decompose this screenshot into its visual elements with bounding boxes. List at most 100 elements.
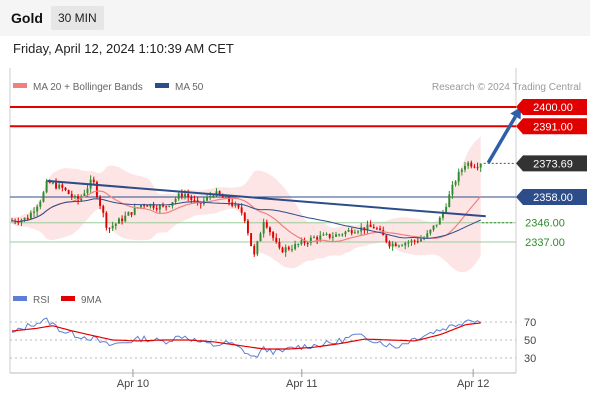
candle-body (297, 244, 300, 246)
candle-body (457, 171, 460, 182)
copyright-text: Research © 2024 Trading Central (432, 82, 581, 93)
candle-body (140, 205, 142, 208)
candle-body (268, 227, 271, 233)
candle-body (42, 192, 45, 202)
candle-body (33, 211, 35, 213)
candle-body (294, 244, 297, 250)
candle-body (410, 240, 413, 243)
candle-body (158, 205, 161, 210)
time-tick-label: Apr 10 (117, 378, 149, 390)
candle-body (366, 224, 369, 231)
rsi-legend-label: RSI (33, 295, 50, 306)
candle-body (36, 206, 39, 212)
candle-body (121, 218, 124, 222)
candle-body (473, 166, 476, 168)
candle-body (127, 212, 130, 216)
candle-body (363, 227, 366, 231)
candle-body (190, 197, 193, 201)
candle-body (212, 195, 215, 197)
candle-body (407, 242, 410, 244)
candle-body (438, 217, 441, 225)
candle-body (187, 194, 190, 198)
candle-body (331, 236, 334, 238)
candle-body (206, 196, 209, 201)
candle-body (55, 182, 58, 189)
candle-body (319, 235, 322, 240)
candle-body (325, 233, 328, 235)
candle-body (67, 190, 70, 195)
candle-body (99, 196, 102, 206)
candle-body (234, 204, 237, 206)
candle-body (23, 217, 26, 220)
candle-body (209, 195, 212, 197)
candle-body (45, 180, 48, 193)
candle-body (215, 191, 218, 196)
candle-body (357, 231, 360, 233)
candle-body (335, 234, 337, 237)
resistance-2400-badge (516, 99, 587, 115)
candle-body (350, 230, 353, 234)
candle-body (240, 207, 243, 213)
candle-body (155, 208, 158, 210)
candle-body (322, 234, 325, 236)
candle-body (73, 196, 76, 198)
candle-body (111, 225, 114, 229)
candle-body (419, 239, 422, 242)
candle-body (133, 207, 136, 215)
candle-body (413, 240, 416, 242)
price-panel: 2400.00 2391.00 2373.69 2358.00 2346.00 2337.… (10, 99, 587, 273)
candle-body (341, 234, 344, 236)
candle-body (372, 227, 375, 229)
candle-body (165, 206, 168, 208)
candle-body (464, 165, 466, 170)
candle-body (375, 228, 378, 230)
candle-body (262, 222, 265, 234)
candle-body (17, 221, 20, 223)
candle-body (388, 241, 391, 247)
candle-body (442, 211, 444, 218)
timeframe-selector[interactable]: 30 MIN (51, 6, 104, 30)
candle-body (278, 241, 281, 248)
resistance-2391-badge (516, 118, 587, 135)
candle-body (83, 193, 86, 197)
candle-body (218, 191, 221, 195)
candle-body (180, 193, 183, 197)
candle-body (429, 229, 432, 234)
candle-body (344, 231, 347, 235)
pivot-2358-label: 2358.00 (533, 192, 573, 204)
candle-body (448, 194, 451, 207)
rsi-legend-swatch (13, 296, 27, 301)
rsi-panel: 70 50 30 (10, 317, 536, 365)
candle-body (313, 237, 315, 239)
candle-body (184, 194, 186, 197)
candle-body (95, 182, 98, 197)
ma20-legend-swatch (13, 83, 27, 88)
candle-body (228, 196, 231, 203)
candle-body (275, 237, 278, 242)
resistance-2400-label: 2400.00 (533, 102, 573, 114)
candle-body (39, 201, 42, 207)
candle-body (259, 233, 262, 242)
candle-body (108, 227, 111, 229)
candle-body (102, 205, 105, 213)
candle-body (256, 241, 259, 255)
candle-body (265, 222, 268, 228)
ma50-legend-label: MA 50 (175, 82, 204, 93)
candle-body (117, 218, 120, 224)
bollinger-band-area (12, 136, 481, 273)
rsi-tick-label: 50 (524, 335, 536, 347)
candle-body (221, 194, 224, 198)
candle-body (328, 233, 331, 238)
candle-body (394, 243, 397, 247)
candle-body (479, 163, 482, 168)
candle-body (146, 205, 149, 207)
ma50-legend-swatch (155, 83, 169, 88)
candle-body (309, 237, 312, 243)
candle-body (281, 247, 284, 253)
candle-body (174, 198, 177, 203)
candle-body (467, 162, 470, 166)
candle-body (124, 215, 127, 222)
candle-body (61, 184, 64, 188)
candle-body (168, 205, 171, 207)
